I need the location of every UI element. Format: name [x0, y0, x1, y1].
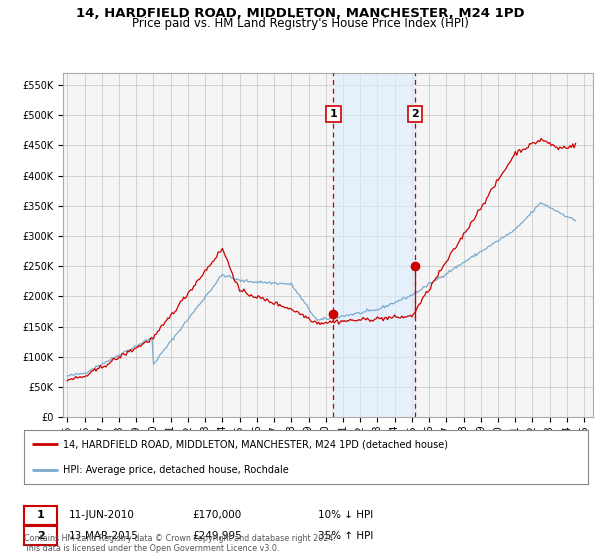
- Text: Price paid vs. HM Land Registry's House Price Index (HPI): Price paid vs. HM Land Registry's House …: [131, 17, 469, 30]
- Text: £170,000: £170,000: [192, 510, 241, 520]
- Text: £249,995: £249,995: [192, 531, 242, 541]
- Text: 1: 1: [329, 109, 337, 119]
- Text: 13-MAR-2015: 13-MAR-2015: [69, 531, 139, 541]
- Text: 35% ↑ HPI: 35% ↑ HPI: [318, 531, 373, 541]
- Text: 1: 1: [37, 510, 44, 520]
- Text: HPI: Average price, detached house, Rochdale: HPI: Average price, detached house, Roch…: [64, 465, 289, 474]
- Text: 10% ↓ HPI: 10% ↓ HPI: [318, 510, 373, 520]
- Bar: [334, 73, 415, 417]
- Text: 11-JUN-2010: 11-JUN-2010: [69, 510, 135, 520]
- Text: 2: 2: [411, 109, 419, 119]
- Text: Contains HM Land Registry data © Crown copyright and database right 2024.
This d: Contains HM Land Registry data © Crown c…: [24, 534, 336, 553]
- Text: 14, HARDFIELD ROAD, MIDDLETON, MANCHESTER, M24 1PD: 14, HARDFIELD ROAD, MIDDLETON, MANCHESTE…: [76, 7, 524, 20]
- Text: 14, HARDFIELD ROAD, MIDDLETON, MANCHESTER, M24 1PD (detached house): 14, HARDFIELD ROAD, MIDDLETON, MANCHESTE…: [64, 440, 448, 449]
- Text: 2: 2: [37, 531, 44, 541]
